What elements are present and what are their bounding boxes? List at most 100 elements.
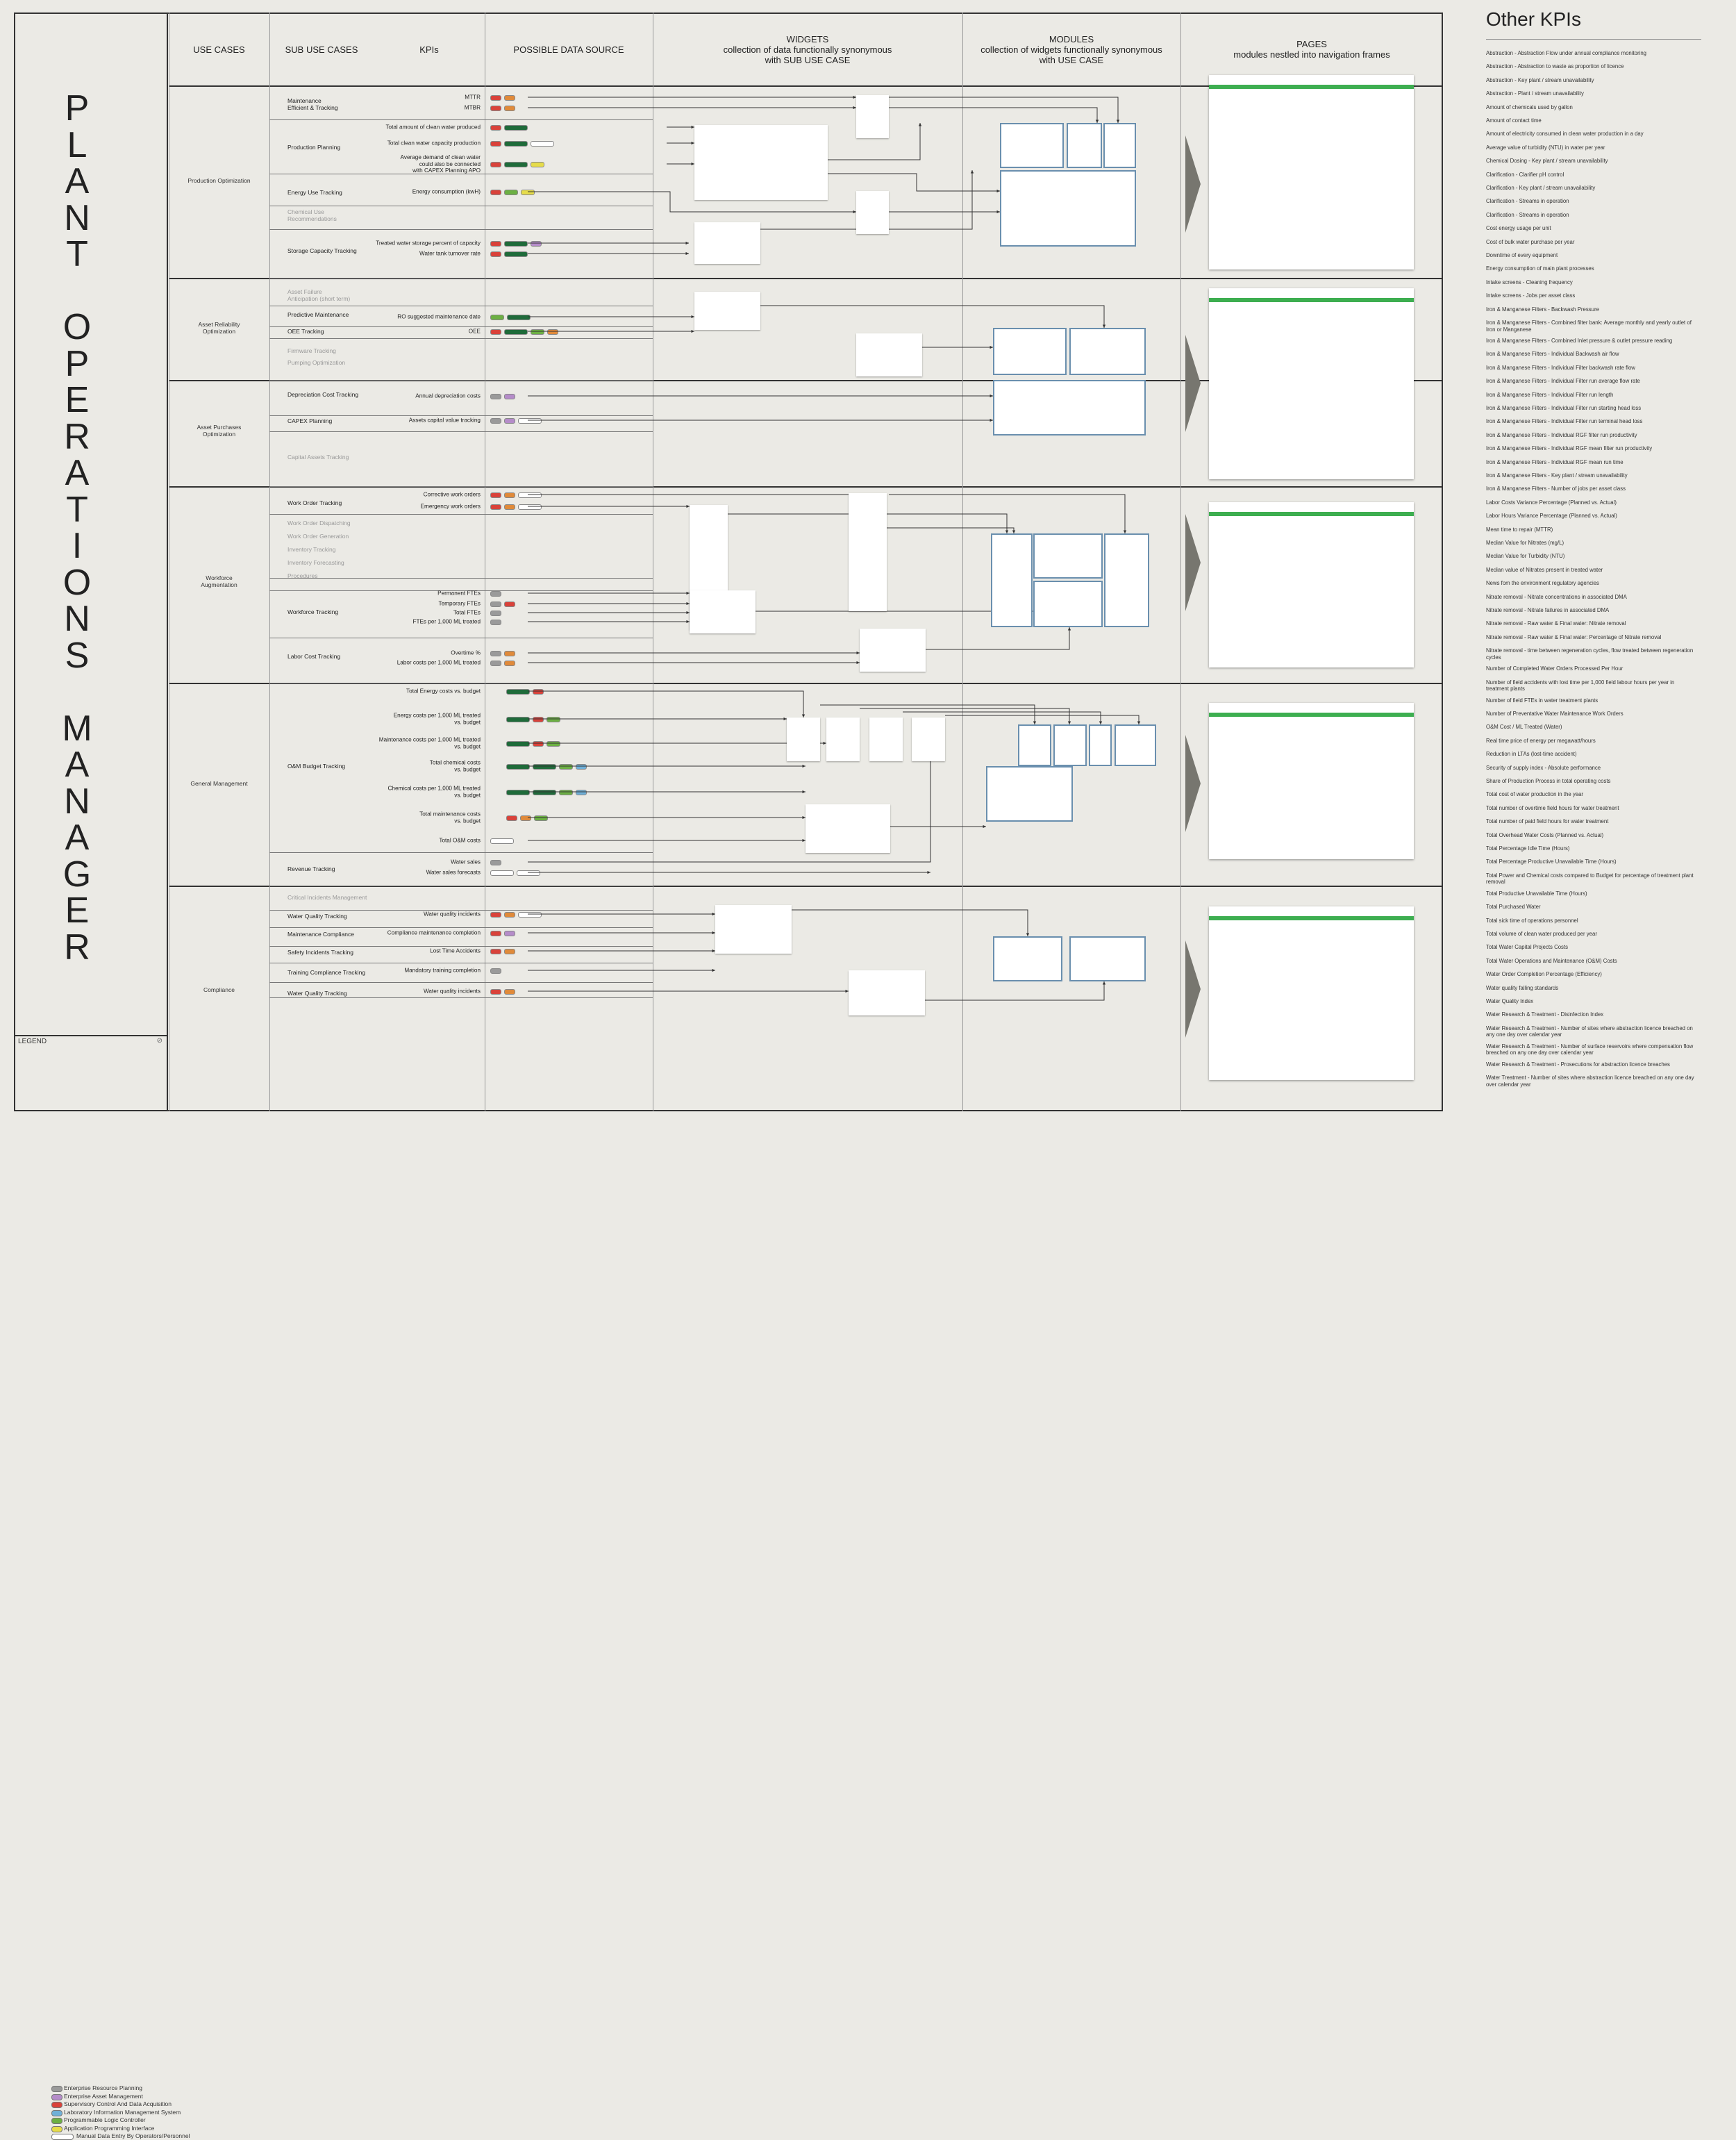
other-kpi-item: Water Research & Treatment - Number of s…: [1486, 1043, 1694, 1056]
sub-use-case-label: Capital Assets Tracking: [287, 454, 349, 461]
header-use-cases: USE CASES: [193, 44, 245, 55]
widget: [826, 718, 860, 761]
title-letter: P: [65, 88, 90, 128]
page-mockup: [1209, 75, 1414, 269]
connector-line: [889, 97, 1119, 123]
legend-swatch: [51, 2118, 62, 2124]
row-divider: [269, 514, 653, 515]
connector-arrowhead: [853, 210, 856, 214]
data-source-pill: [504, 989, 515, 995]
connector-arrowhead: [1095, 119, 1099, 123]
kpi-label: Chemical costs per 1,000 ML treated vs. …: [387, 785, 481, 799]
other-kpi-item: Nitrate removal - Raw water & Final wate…: [1486, 620, 1626, 627]
data-source-pill: [490, 620, 501, 625]
connector-line: [926, 627, 1070, 650]
legend-swatch: [51, 2093, 62, 2100]
data-source-pill: [490, 329, 501, 335]
kpi-label: FTEs per 1,000 ML treated: [412, 618, 481, 625]
other-kpi-item: Total cost of water production in the ye…: [1486, 791, 1583, 798]
title-letter: N: [64, 781, 90, 822]
other-kpi-item: Water Research & Treatment - Prosecution…: [1486, 1061, 1670, 1068]
connector-line: [903, 711, 1101, 724]
page-mockup: [1209, 288, 1414, 479]
connector-line: [728, 513, 1008, 533]
data-source-pill: [504, 251, 528, 257]
row-divider: [269, 326, 653, 327]
other-kpi-item: Clarification - Clarifier pH control: [1486, 171, 1564, 178]
legend-collapse-icon[interactable]: ⊘: [156, 1037, 162, 1045]
widget: [694, 222, 760, 264]
connector-arrowhead: [845, 989, 849, 993]
other-kpi-item: Iron & Manganese Filters - Individual RG…: [1486, 458, 1624, 465]
module: [1069, 936, 1146, 981]
module: [991, 533, 1033, 627]
other-kpi-item: Intake screens - Cleaning frequency: [1486, 279, 1573, 285]
sub-use-case-label: Maintenance Compliance: [287, 931, 354, 938]
other-kpi-item: Total Power and Chemical costs compared …: [1486, 872, 1694, 886]
kpi-label: MTTR: [465, 94, 481, 101]
kpi-label: Total amount of clean water produced: [385, 124, 481, 131]
other-kpis-divider: [1486, 39, 1701, 40]
row-divider: [269, 229, 653, 230]
legend-item: Supervisory Control And Data Acquisition: [64, 2100, 172, 2107]
sub-use-case-label: Safety Incidents Tracking: [287, 949, 353, 956]
module: [993, 936, 1062, 981]
other-kpi-item: Median Value for Turbidity (NTU): [1486, 553, 1565, 560]
legend-swatch: [51, 2086, 62, 2092]
sub-use-case-label: Depreciation Cost Tracking: [287, 391, 359, 398]
connector-line: [760, 170, 973, 230]
data-source-pill: [504, 241, 528, 247]
legend-item: Programmable Logic Controller: [64, 2116, 146, 2123]
sub-use-case-label: Asset Failure Anticipation (short term): [287, 288, 351, 302]
other-kpi-item: Water Treatment - Number of sites where …: [1486, 1075, 1694, 1088]
kpi-label: Total Energy costs vs. budget: [406, 688, 481, 695]
data-source-pill: [490, 315, 504, 320]
title-letter: M: [62, 708, 92, 749]
page-nav-bar: [1209, 916, 1414, 920]
connector-arrowhead: [686, 504, 690, 508]
title-letter: R: [64, 416, 90, 457]
kpi-label: Water sales forecasts: [426, 869, 481, 876]
column-divider: [962, 13, 963, 1111]
connector-line: [828, 173, 1000, 192]
module: [986, 766, 1073, 822]
data-source-pill: [504, 492, 515, 498]
legend-swatch: [51, 2134, 74, 2140]
connector-arrowhead: [691, 162, 694, 166]
section-divider: [169, 278, 1443, 279]
data-source-pill: [504, 329, 528, 335]
data-source-pill: [533, 717, 544, 722]
title-letter: A: [65, 745, 90, 785]
data-source-pill: [490, 611, 501, 616]
kpi-label: RO suggested maintenance date: [397, 313, 481, 320]
other-kpi-item: Average value of turbidity (NTU) in wate…: [1486, 144, 1605, 151]
data-source-pill: [490, 241, 501, 247]
kpi-label: Treated water storage percent of capacit…: [376, 240, 481, 247]
data-source-pill: [520, 815, 531, 821]
data-source-pill: [490, 989, 501, 995]
other-kpi-item: Total Purchased Water: [1486, 904, 1541, 911]
title-letter: O: [62, 307, 92, 347]
widget: [849, 493, 887, 611]
other-kpi-item: Clarification - Key plant / stream unava…: [1486, 185, 1596, 191]
sub-use-case-label: Labor Cost Tracking: [287, 653, 341, 660]
connector-arrowhead: [970, 170, 974, 174]
other-kpi-item: Iron & Manganese Filters - Combined filt…: [1486, 320, 1692, 333]
sub-use-case-label: Predictive Maintenance: [287, 311, 349, 318]
connector-arrowhead: [691, 329, 694, 333]
connector-arrowhead: [853, 95, 856, 99]
widget: [787, 718, 820, 761]
other-kpi-item: Total number of overtime field hours for…: [1486, 804, 1619, 811]
data-source-pill: [490, 162, 501, 167]
data-source-pill: [504, 141, 528, 147]
data-source-pill: [576, 764, 587, 770]
row-divider: [269, 338, 653, 339]
connector-arrowhead: [983, 824, 986, 829]
sub-use-case-label: Energy Use Tracking: [287, 189, 342, 196]
connector-arrowhead: [802, 838, 806, 843]
data-source-pill: [504, 504, 515, 510]
row-divider: [269, 910, 653, 911]
data-source-pill: [490, 251, 501, 257]
sub-use-case-label: Pumping Optimization: [287, 359, 346, 366]
kpi-label: Compliance maintenance completion: [387, 929, 481, 936]
